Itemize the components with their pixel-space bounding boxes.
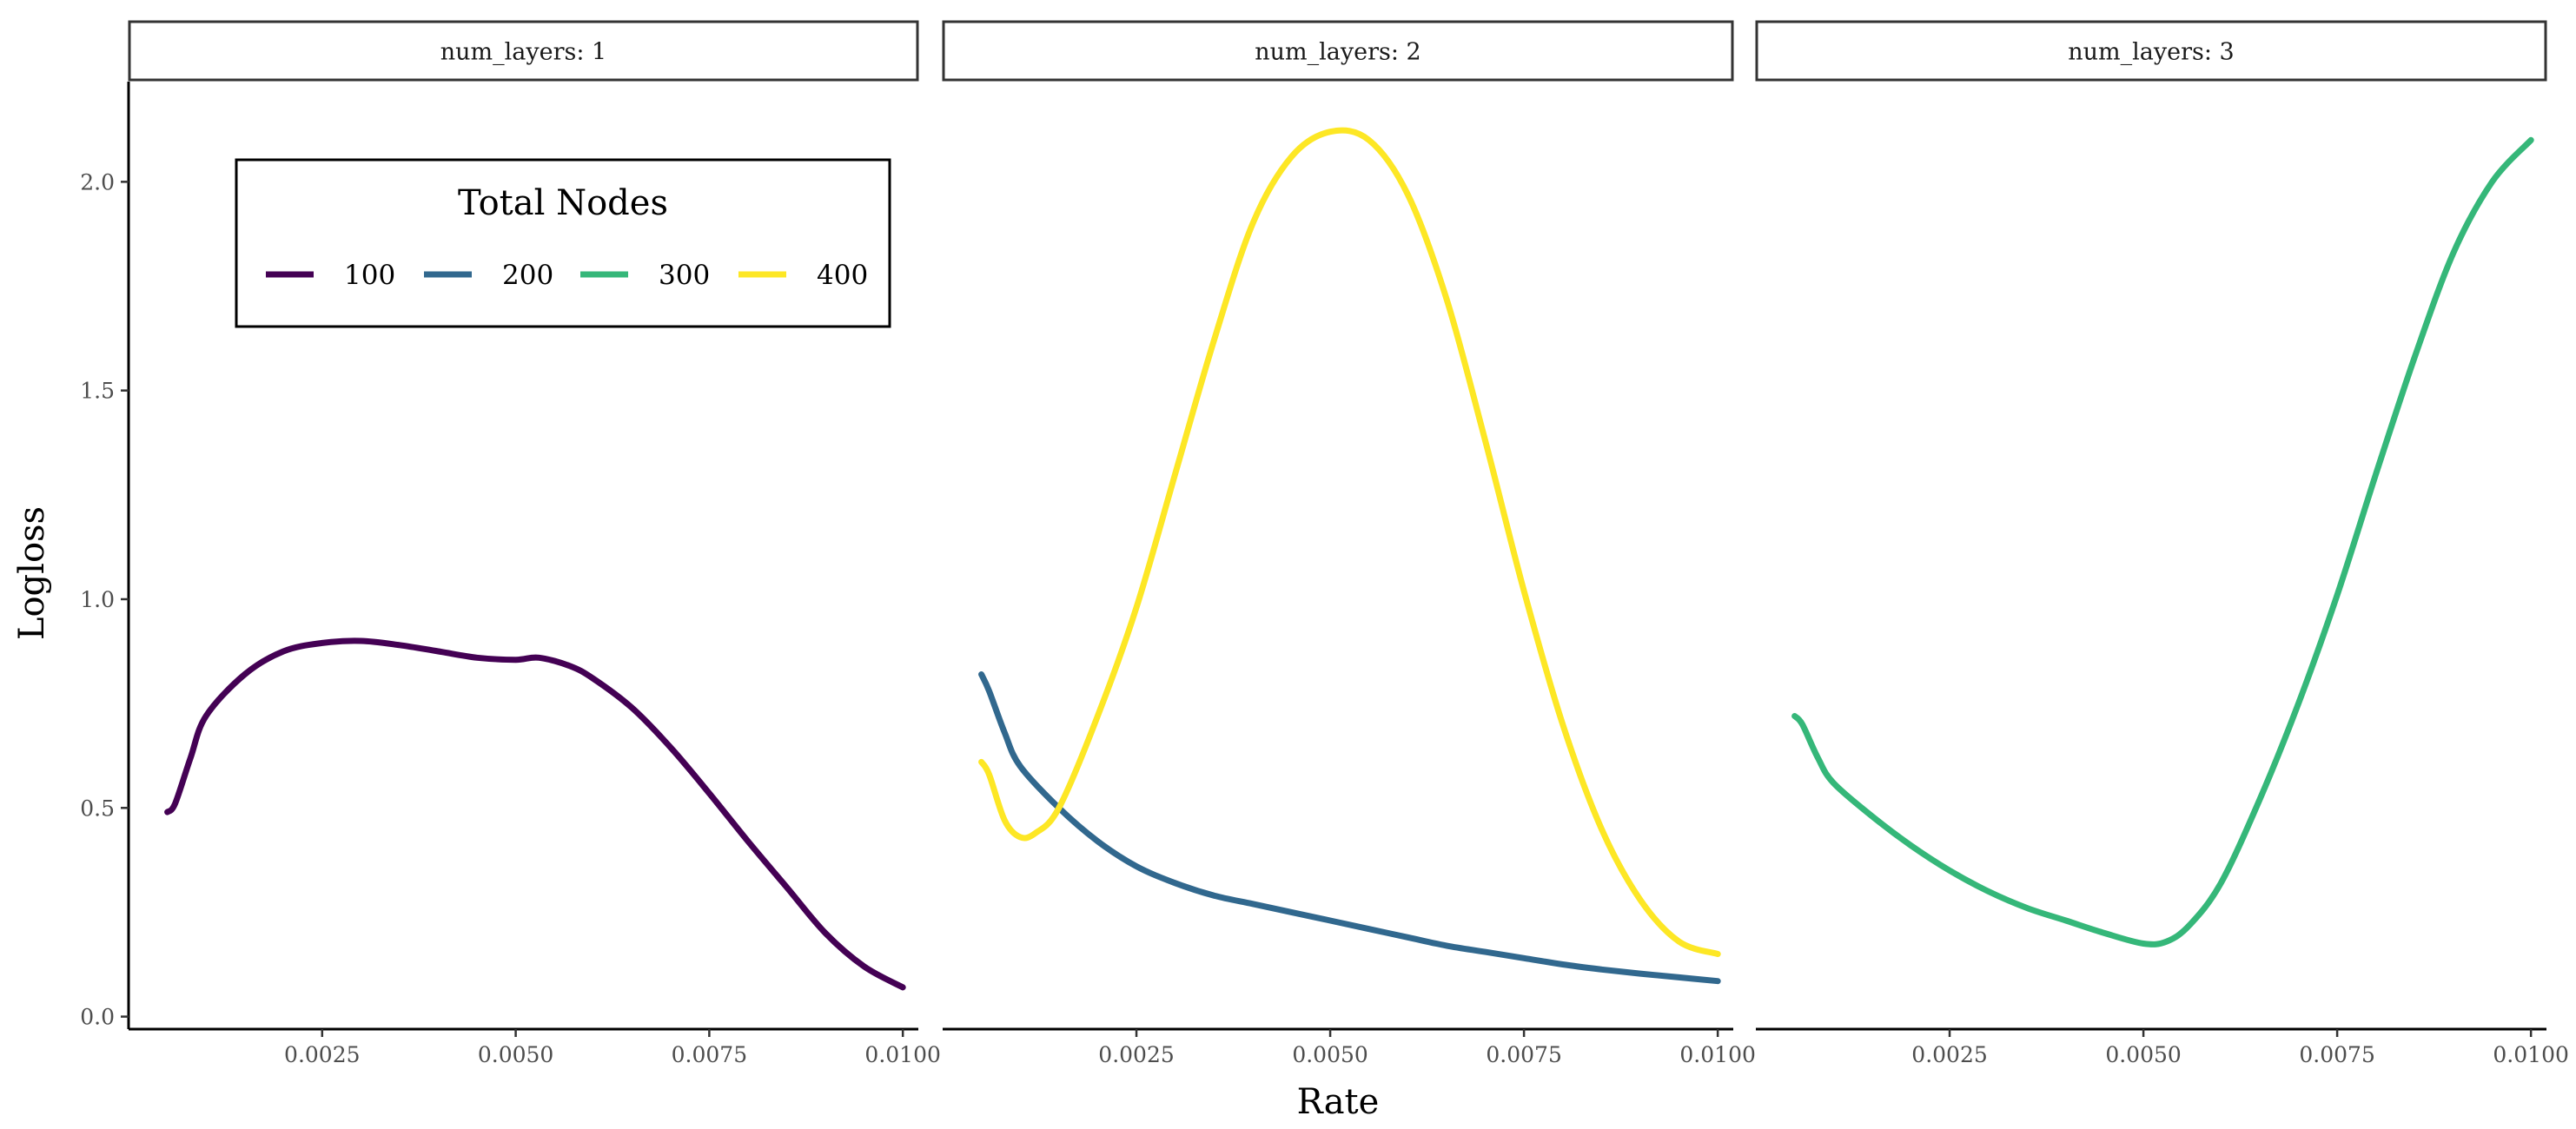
y-axis: 0.0 0.5 1.0 1.5 2.0 bbox=[80, 82, 130, 1030]
legend-title: Total Nodes bbox=[458, 183, 668, 223]
x-tick-label: 0.0050 bbox=[478, 1042, 553, 1067]
y-tick-label: 0.0 bbox=[80, 1005, 115, 1030]
x-tick-label: 0.0075 bbox=[2299, 1042, 2374, 1067]
y-tick-label: 2.0 bbox=[80, 169, 115, 195]
legend-label-200: 200 bbox=[502, 260, 553, 291]
series-line-100 bbox=[164, 637, 906, 991]
x-tick-label: 0.0050 bbox=[2105, 1042, 2181, 1067]
facet-strip-label: num_layers: 2 bbox=[1255, 39, 1420, 66]
series-line-300 bbox=[1791, 136, 2534, 947]
facet-strip bbox=[1755, 20, 2547, 82]
legend-box bbox=[235, 158, 891, 328]
legend-label-100: 100 bbox=[344, 260, 395, 291]
facet-panel-3: num_layers: 3 0.0025 0.0050 0.0075 0.0100 bbox=[1755, 20, 2569, 1067]
facet-strip-label: num_layers: 1 bbox=[440, 39, 606, 66]
facet-strip bbox=[128, 20, 919, 82]
y-axis-title: Logloss bbox=[12, 506, 52, 640]
x-axis-title: Rate bbox=[1297, 1082, 1380, 1122]
y-tick-label: 1.0 bbox=[80, 587, 115, 612]
facet-panel-2: num_layers: 2 0.0025 0.0050 0.0075 0.0100 bbox=[942, 20, 1756, 1067]
x-tick-label: 0.0025 bbox=[1911, 1042, 1987, 1067]
x-tick-label: 0.0050 bbox=[1292, 1042, 1367, 1067]
legend-label-400: 400 bbox=[817, 260, 868, 291]
legend: Total Nodes 100 200 300 400 bbox=[235, 158, 891, 328]
x-tick-label: 0.0075 bbox=[672, 1042, 747, 1067]
x-tick-label: 0.0025 bbox=[1098, 1042, 1174, 1067]
x-tick-label: 0.0100 bbox=[864, 1042, 940, 1067]
x-tick-label: 0.0025 bbox=[284, 1042, 360, 1067]
facet-strip-label: num_layers: 3 bbox=[2068, 39, 2234, 66]
legend-label-300: 300 bbox=[659, 260, 710, 291]
panels-layer: num_layers: 10.0025 0.0050 0.0075 0.0100num… bbox=[128, 20, 2569, 1067]
x-tick-label: 0.0100 bbox=[1679, 1042, 1755, 1067]
facet-strip bbox=[942, 20, 1734, 82]
series-line-200 bbox=[978, 671, 1721, 985]
y-tick-label: 0.5 bbox=[80, 796, 115, 821]
y-tick-label: 1.5 bbox=[80, 379, 115, 404]
series-line-400 bbox=[978, 127, 1721, 957]
facet-panel-1: num_layers: 1 0.0025 0.0050 0.0075 0.0100 bbox=[128, 20, 941, 1067]
x-tick-label: 0.0100 bbox=[2493, 1042, 2568, 1067]
x-tick-label: 0.0075 bbox=[1486, 1042, 1561, 1067]
